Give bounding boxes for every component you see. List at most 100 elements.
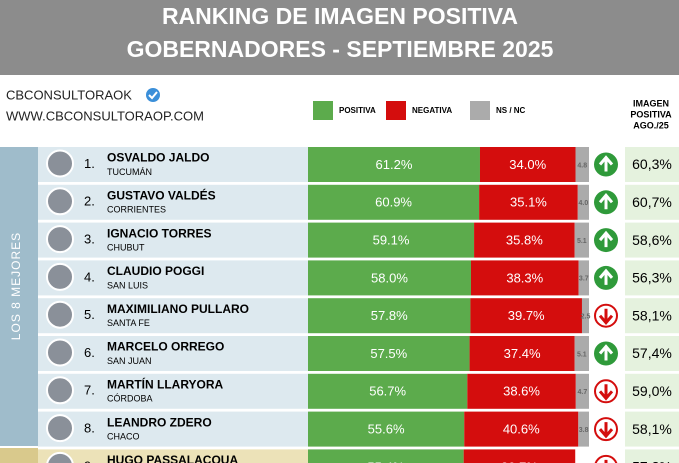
value-label: 5.1 [577, 351, 587, 358]
bar-segment [574, 336, 589, 371]
previous-value: 58,1% [632, 421, 672, 437]
trend-arrow [598, 230, 614, 248]
governor-name: MARCELO ORREGO [107, 340, 224, 354]
province: CÓRDOBA [107, 394, 153, 404]
bar-segment [577, 184, 589, 220]
photo [46, 338, 74, 367]
bar-segment [469, 336, 575, 371]
rank: 2. [84, 194, 95, 209]
value-label: 5.1 [577, 238, 587, 245]
row-band [38, 449, 308, 463]
photo [46, 414, 74, 443]
badge-check [148, 91, 158, 100]
previous-value: 59,0% [632, 383, 672, 399]
trend-arrow [598, 422, 614, 439]
bar-segment [308, 147, 480, 182]
bar-segment [308, 222, 475, 258]
value-label: 55.4% [367, 459, 404, 463]
province: SANTA FE [107, 318, 150, 328]
row-band [38, 184, 308, 220]
trend-arrow [598, 192, 614, 210]
row-band [38, 298, 308, 334]
legend-swatch [470, 101, 490, 120]
previous-box [625, 449, 679, 463]
governor-name: IGNACIO TORRES [107, 226, 211, 240]
title-line: GOBERNADORES - SEPTIEMBRE 2025 [127, 36, 554, 62]
governor-name: GUSTAVO VALDÉS [107, 187, 216, 202]
bar-segment [578, 260, 589, 296]
photo [46, 451, 74, 463]
bar-segment [575, 147, 589, 182]
group-band [0, 448, 38, 463]
governor-name: MAXIMILIANO PULLARO [107, 302, 249, 316]
brand-handle: CBCONSULTORAOK [6, 87, 132, 102]
verified-badge [146, 88, 160, 102]
previous-box [625, 147, 679, 182]
legend-swatch [386, 101, 406, 120]
photo [46, 262, 74, 291]
value-label: 61.2% [376, 157, 413, 172]
bar-segment [479, 184, 578, 220]
value-label: 2.5 [581, 314, 591, 321]
rank: 5. [84, 307, 95, 322]
value-label: 60.9% [375, 195, 412, 210]
previous-value: 58,6% [632, 232, 672, 248]
value-label: 39.7% [508, 308, 545, 323]
previous-header: IMAGEN [633, 98, 669, 108]
rank: 7. [84, 383, 95, 398]
governor-name: LEANDRO ZDERO [107, 415, 212, 429]
rank: 9. [84, 458, 95, 463]
photo [46, 225, 74, 254]
value-label: 59.1% [373, 233, 410, 248]
value-label: 4.7 [578, 389, 588, 396]
previous-box [625, 222, 679, 258]
bar-segment [474, 222, 575, 258]
bar-segment [308, 336, 470, 371]
value-label: 35.1% [510, 195, 547, 210]
value-label: 39.7% [501, 459, 538, 463]
bar-segment [308, 260, 471, 296]
province: CHACO [107, 431, 140, 441]
governor-name: HUGO PASSALACQUA [107, 453, 238, 463]
bar-segment [463, 449, 576, 463]
value-label: 3.8 [579, 427, 589, 434]
value-label: 35.8% [506, 233, 543, 248]
previous-box [625, 298, 679, 334]
value-label: 37.4% [504, 346, 541, 361]
row-band [38, 222, 308, 258]
bar-segment [470, 260, 579, 296]
header-band [0, 0, 679, 75]
rank: 4. [84, 269, 95, 284]
value-label: 3.7 [579, 276, 589, 283]
legend-label: NS / NC [496, 106, 526, 115]
previous-box [625, 184, 679, 220]
bar-segment [470, 298, 582, 334]
photo [46, 376, 74, 405]
previous-value: 58,1% [632, 307, 672, 323]
photo [46, 187, 74, 216]
value-label: 57.5% [370, 346, 407, 361]
value-label: 56.7% [369, 384, 406, 399]
province: SAN LUIS [107, 280, 148, 290]
bar-segment [581, 298, 589, 334]
bar-segment [467, 373, 576, 409]
value-label: 4.0 [579, 200, 589, 207]
governor-name: OSVALDO JALDO [107, 151, 209, 165]
bar-segment [575, 373, 589, 409]
bar-segment [308, 449, 464, 463]
rank: 1. [84, 156, 95, 171]
value-label: 38.6% [503, 384, 540, 399]
trend-down [594, 454, 618, 463]
trend-arrow [598, 344, 614, 361]
previous-value: 60,3% [632, 156, 672, 172]
bar-segment [479, 147, 576, 182]
value-label: 38.3% [506, 270, 543, 285]
row-band [38, 336, 308, 371]
value-label: 57.8% [371, 308, 408, 323]
trend-arrow [598, 155, 614, 172]
title-line: RANKING DE IMAGEN POSITIVA [162, 3, 518, 29]
row-band [38, 260, 308, 296]
legend-swatch [313, 101, 333, 120]
